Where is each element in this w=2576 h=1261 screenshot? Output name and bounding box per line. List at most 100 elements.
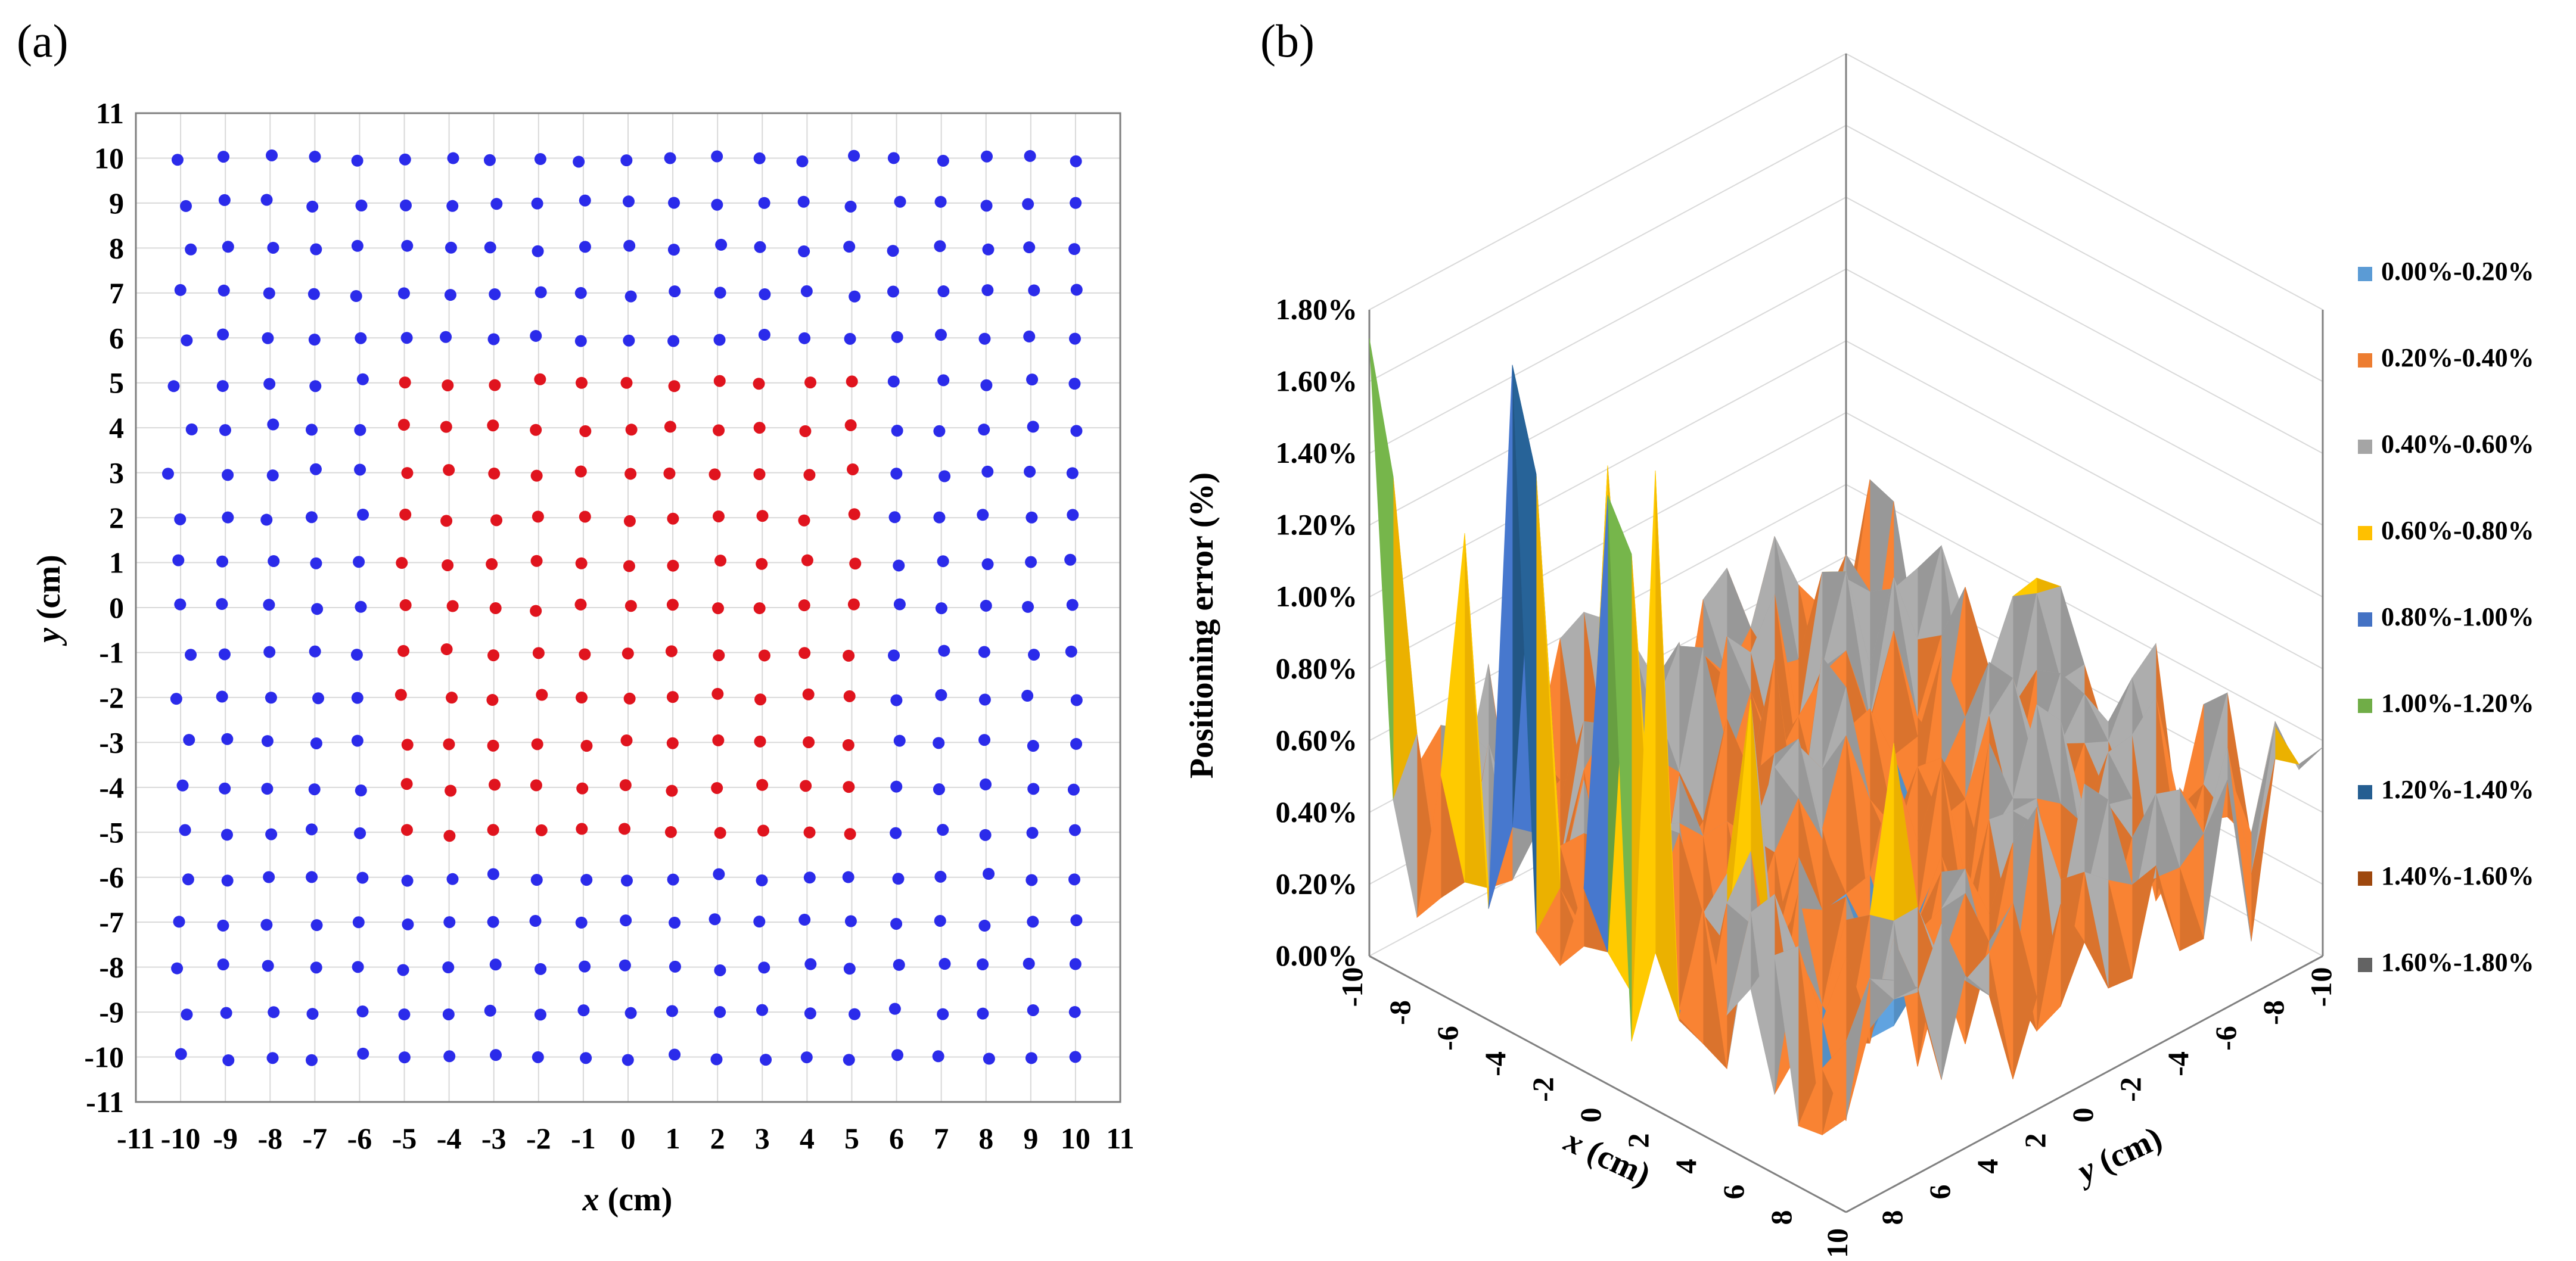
x-tick-label: -2 [526, 1122, 551, 1155]
outer-position-point [401, 874, 414, 887]
outer-position-point [265, 692, 277, 704]
x-tick-label: 9 [1023, 1122, 1038, 1155]
outer-position-point [170, 693, 182, 705]
outer-position-point [1023, 241, 1036, 254]
x-tick-label: -8 [257, 1122, 282, 1155]
outer-position-point [355, 332, 367, 344]
outer-position-point [1021, 690, 1034, 702]
inner-position-point [848, 508, 860, 521]
outer-position-point [622, 195, 635, 208]
outer-position-point [620, 874, 633, 887]
outer-position-point [1069, 1051, 1082, 1063]
outer-position-point [305, 424, 318, 436]
outer-position-point [180, 200, 192, 212]
outer-position-point [217, 328, 229, 341]
surface-z-axis-label: Positioning error (%) [1183, 472, 1220, 779]
outer-position-point [579, 194, 591, 207]
x-tick-label: 0 [621, 1122, 636, 1155]
outer-position-point [1070, 694, 1083, 706]
outer-position-point [803, 871, 816, 884]
z-tick-label: 0.20% [1276, 867, 1358, 900]
outer-position-point [176, 779, 189, 792]
outer-position-point [217, 919, 229, 932]
outer-position-point [263, 646, 276, 658]
outer-position-point [531, 197, 543, 210]
surface-y-tick-label: -10 [2304, 967, 2338, 1007]
inner-position-point [666, 784, 678, 797]
inner-position-point [396, 557, 408, 569]
outer-position-point [442, 961, 455, 974]
outer-position-point [981, 558, 994, 571]
inner-position-point [625, 424, 638, 436]
inner-position-point [666, 599, 679, 611]
inner-position-point [399, 508, 412, 521]
outer-position-point [754, 241, 766, 253]
outer-position-point [667, 244, 680, 256]
legend-swatch [2358, 353, 2372, 368]
surface-y-tick-label: -8 [2257, 1000, 2290, 1025]
outer-position-point [167, 380, 180, 393]
outer-position-point [312, 692, 325, 705]
y-tick-label: 8 [109, 231, 124, 264]
outer-position-point [710, 1053, 723, 1066]
outer-position-point [893, 958, 905, 971]
outer-position-point [893, 734, 906, 747]
x-tick-label: -10 [161, 1122, 201, 1155]
inner-position-point [753, 422, 766, 434]
inner-position-point [620, 376, 633, 389]
inner-position-point [442, 559, 454, 571]
outer-position-point [797, 195, 810, 208]
outer-position-point [181, 1008, 193, 1021]
outer-position-point [977, 509, 989, 521]
outer-position-point [669, 917, 681, 929]
inner-position-point [487, 824, 499, 836]
outer-position-point [354, 827, 366, 839]
surface-y-tick-label: 8 [1875, 1210, 1909, 1225]
inner-position-point [667, 559, 679, 572]
inner-position-point [532, 647, 545, 659]
outer-position-point [664, 152, 676, 164]
outer-position-point [216, 690, 228, 703]
inner-position-point [799, 425, 812, 437]
outer-position-point [530, 329, 542, 342]
outer-position-point [484, 1004, 496, 1017]
inner-position-point [531, 738, 543, 751]
outer-position-point [887, 375, 900, 388]
inner-position-point [400, 778, 413, 790]
outer-position-point [983, 867, 995, 880]
outer-position-point [1066, 467, 1079, 480]
y-axis-line [1845, 955, 2323, 1213]
outer-position-point [619, 959, 631, 972]
inner-position-point [487, 419, 499, 432]
outer-position-point [397, 287, 410, 300]
outer-position-point [709, 913, 721, 926]
surface-x-tick-label: 0 [1574, 1108, 1607, 1123]
outer-position-point [354, 463, 366, 476]
inner-position-point [535, 824, 548, 836]
inner-position-point [489, 779, 501, 791]
outer-position-point [1064, 553, 1077, 566]
outer-position-point [357, 1047, 369, 1060]
outer-position-point [532, 1051, 544, 1063]
outer-position-point [1070, 155, 1082, 167]
outer-position-point [888, 511, 901, 524]
outer-position-point [666, 1005, 678, 1017]
legend-swatch [2358, 526, 2372, 540]
outer-position-point [888, 1002, 901, 1015]
inner-position-point [532, 510, 544, 523]
surface-facet [1726, 913, 1751, 1016]
surface-facet [1655, 471, 1680, 1021]
legend-label: 0.00%-0.20% [2381, 257, 2534, 286]
outer-position-point [310, 919, 323, 932]
outer-position-point [216, 380, 229, 393]
inner-position-point [579, 510, 591, 523]
inner-position-point [849, 558, 862, 570]
inner-position-point [443, 464, 455, 477]
inner-position-point [443, 738, 455, 751]
inner-position-point [757, 824, 770, 837]
outer-position-point [891, 331, 903, 343]
inner-position-point [843, 690, 856, 702]
surface-facet [1488, 365, 1513, 909]
outer-position-point [1026, 373, 1039, 386]
